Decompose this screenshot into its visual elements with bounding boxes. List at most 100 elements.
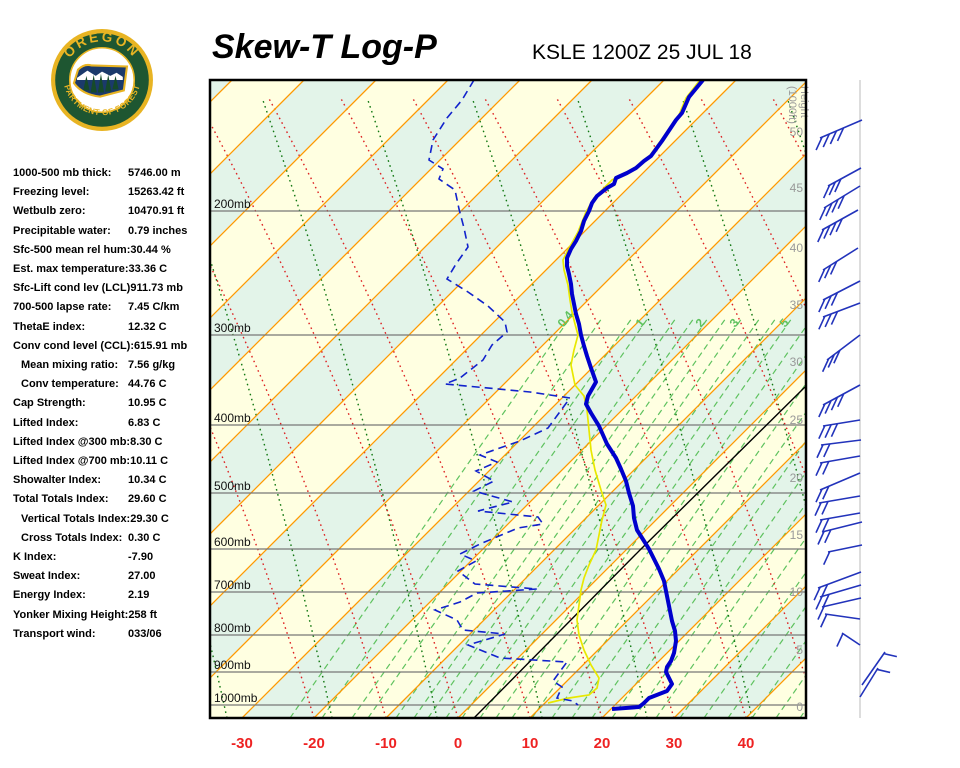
wind-barb-shaft bbox=[822, 419, 861, 427]
isotherm-band bbox=[210, 80, 232, 102]
logo-mountain bbox=[77, 70, 123, 80]
stat-value: 15263.42 ft bbox=[128, 186, 185, 199]
wind-barb-shaft bbox=[841, 632, 861, 646]
height-tick-label: 40 bbox=[790, 241, 804, 255]
wind-barb-tick bbox=[822, 551, 831, 565]
stat-value: 0.30 C bbox=[128, 531, 161, 544]
mixing-ratio-line bbox=[679, 536, 806, 718]
wind-barb-tick bbox=[815, 462, 823, 476]
wind-barb-tick bbox=[817, 606, 825, 620]
pressure-lines bbox=[210, 210, 806, 706]
mixing-ratio-line bbox=[351, 317, 633, 718]
stat-label: Wetbulb zero: bbox=[13, 205, 86, 218]
stat-row: Precipitable water: 0.79 inches bbox=[13, 222, 213, 241]
wind-barb-tick bbox=[822, 485, 830, 500]
stat-label: Sweat Index: bbox=[13, 570, 81, 583]
stat-label: Energy Index: bbox=[13, 589, 86, 602]
wind-barb bbox=[817, 597, 862, 620]
dry-adiabat bbox=[268, 97, 531, 718]
x-axis-tick-label: 40 bbox=[738, 735, 755, 752]
mixing-ratio-line bbox=[633, 471, 806, 718]
mixing-ratio-line bbox=[591, 411, 806, 718]
logo-trees bbox=[83, 73, 119, 93]
stat-row: 1000-500 mb thick: 5746.00 m bbox=[13, 164, 213, 183]
stat-label: Lifted Index @300 mb: bbox=[13, 435, 131, 448]
height-axis-unit-label: (1000ft) bbox=[786, 86, 798, 124]
stat-row: Freezing level: 15263.42 ft bbox=[13, 183, 213, 202]
wind-barb-shaft bbox=[821, 209, 859, 231]
pressure-label: 700mb bbox=[214, 578, 251, 592]
stat-label: 1000-500 mb thick: bbox=[13, 167, 112, 179]
x-axis-tick-label: 0 bbox=[454, 735, 462, 752]
stat-value: 10.95 C bbox=[128, 397, 167, 410]
stat-value: 29.60 C bbox=[128, 493, 167, 506]
wind-barb bbox=[815, 584, 862, 610]
height-tick-label: 50 bbox=[790, 125, 804, 139]
dry-adiabat bbox=[845, 98, 960, 718]
stat-label: Sfc-Lift cond lev (LCL) bbox=[13, 282, 131, 295]
wind-barb bbox=[818, 247, 859, 283]
page-title: Skew-T Log-P bbox=[212, 28, 437, 66]
height-tick-label: 30 bbox=[790, 355, 804, 369]
wind-barb-tick bbox=[817, 228, 825, 243]
stat-value: 7.56 g/kg bbox=[128, 359, 176, 372]
stat-label: Freezing level: bbox=[13, 186, 90, 199]
stat-label: 700-500 lapse rate: bbox=[13, 301, 112, 314]
moist-adiabat bbox=[210, 640, 228, 718]
wind-barb-shaft bbox=[824, 613, 861, 620]
sounding-indices-panel: 1000-500 mb thick: 5746.00 m Freezing leve… bbox=[13, 164, 213, 644]
dry-adiabats bbox=[210, 97, 960, 718]
pressure-label: 900mb bbox=[214, 658, 251, 672]
stat-label: Lifted Index: bbox=[13, 416, 79, 429]
wind-barb-tick bbox=[828, 181, 836, 196]
wind-barbs bbox=[813, 119, 898, 698]
dry-adiabat bbox=[700, 97, 806, 310]
wind-barb-shaft bbox=[819, 512, 861, 521]
plot-area bbox=[210, 80, 960, 718]
stat-value: 29.30 C bbox=[130, 512, 169, 525]
isotherm-line bbox=[385, 297, 806, 718]
x-axis-tick-label: 30 bbox=[666, 735, 683, 752]
stat-value: 911.73 mb bbox=[130, 282, 183, 295]
stat-label: Conv temperature: bbox=[21, 378, 119, 391]
isotherm-line bbox=[210, 80, 449, 319]
stat-label: Precipitable water: bbox=[13, 224, 111, 237]
wind-barb-tick bbox=[817, 531, 825, 545]
wind-barb-tick bbox=[824, 424, 832, 439]
wind-barb-tick bbox=[821, 358, 830, 373]
wind-barb-tick bbox=[818, 315, 826, 330]
wind-barb-tick bbox=[883, 652, 898, 658]
parcel-line bbox=[473, 386, 806, 718]
isotherm-line bbox=[210, 80, 377, 247]
stat-row: Yonker Mixing Height:258 ft bbox=[13, 606, 213, 625]
wind-barb-tick bbox=[829, 130, 838, 145]
wind-barb-shaft bbox=[819, 584, 862, 598]
isotherm-line bbox=[210, 81, 806, 679]
wind-barb bbox=[813, 571, 862, 601]
wind-barb-tick bbox=[818, 298, 826, 313]
isotherm-line bbox=[241, 153, 806, 718]
wind-barb-tick bbox=[829, 221, 837, 236]
temperature-trace bbox=[565, 80, 705, 711]
pressure-label: 800mb bbox=[214, 621, 251, 635]
stat-row: Lifted Index: 6.83 C bbox=[13, 414, 213, 433]
wind-barb-shaft bbox=[819, 119, 863, 139]
wind-barb bbox=[815, 472, 861, 503]
moist-adiabat bbox=[576, 97, 753, 718]
wind-barb-tick bbox=[831, 199, 839, 213]
isotherm-line bbox=[210, 80, 665, 535]
stat-value: 12.32 C bbox=[128, 320, 167, 333]
wind-barb bbox=[861, 651, 898, 686]
stat-row: Cap Strength: 10.95 C bbox=[13, 394, 213, 413]
stat-row: Transport wind: 033/06 bbox=[13, 625, 213, 644]
mixing-ratio-line bbox=[511, 317, 793, 718]
wind-barb-tick bbox=[822, 184, 831, 199]
wind-barb-tick bbox=[829, 261, 838, 275]
stat-row: Vertical Totals Index:29.30 C bbox=[13, 510, 213, 529]
stat-value: 7.45 C/km bbox=[128, 301, 180, 314]
mixing-ratio-line bbox=[655, 502, 806, 718]
stat-value: 33.36 C bbox=[128, 263, 168, 276]
wind-barb-tick bbox=[830, 396, 839, 411]
wind-barb bbox=[817, 521, 863, 545]
pressure-label: 500mb bbox=[214, 479, 251, 493]
